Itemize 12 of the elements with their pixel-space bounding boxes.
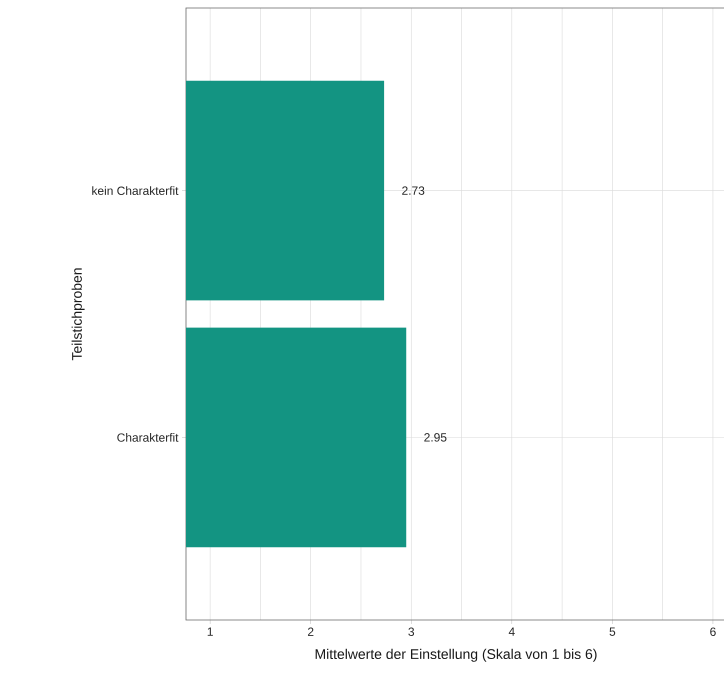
y-tick-label: kein Charakterfit (92, 186, 178, 195)
x-tick-label: 3 (408, 628, 414, 636)
x-tick-label: 5 (610, 628, 616, 636)
x-tick-label: 1 (208, 628, 213, 636)
x-tick-label: 6 (710, 628, 716, 636)
data-label: 2.73 (402, 186, 424, 195)
x-axis-title: Mittelwerte der Einstellung (Skala von 1 bis 6) (316, 648, 597, 662)
y-axis-title: Teilstichproben (72, 268, 85, 360)
x-tick-label: 2 (308, 628, 314, 636)
y-tick-label: Charakterfit (117, 433, 178, 442)
data-label: 2.95 (424, 433, 446, 442)
x-tick-label: 4 (508, 628, 515, 636)
